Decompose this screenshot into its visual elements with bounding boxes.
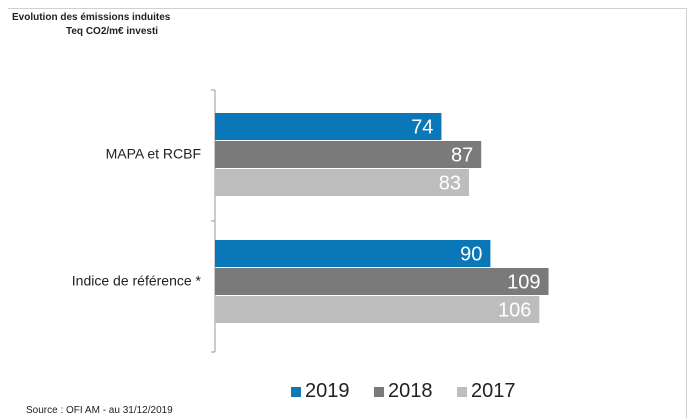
source-note: Source : OFI AM - au 31/12/2019: [26, 405, 173, 416]
data-label: 74: [411, 117, 433, 139]
bar-2017-0: [215, 169, 469, 196]
legend-swatch: [374, 387, 384, 397]
bar-2019-1: [215, 240, 491, 267]
legend-swatch: [457, 387, 467, 397]
chart-title: Evolution des émissions induites: [12, 12, 171, 23]
data-label: 87: [451, 145, 473, 167]
legend-label: 2019: [305, 380, 350, 402]
data-label: 90: [460, 244, 482, 266]
bar-2019-0: [215, 113, 442, 140]
legend-label: 2018: [388, 380, 433, 402]
data-label: 109: [507, 272, 540, 294]
bar-2017-1: [215, 296, 540, 323]
data-label: 106: [498, 300, 531, 322]
legend-swatch: [291, 387, 301, 397]
category-label: MAPA et RCBF: [106, 146, 201, 162]
data-label: 83: [439, 173, 461, 195]
chart-subtitle: Teq CO2/m€ investi: [66, 26, 159, 37]
category-label: Indice de référence *: [72, 273, 202, 289]
bar-2018-0: [215, 141, 482, 168]
bar-2018-1: [215, 268, 549, 295]
legend-label: 2017: [471, 380, 516, 402]
chart-frame: [8, 8, 687, 418]
